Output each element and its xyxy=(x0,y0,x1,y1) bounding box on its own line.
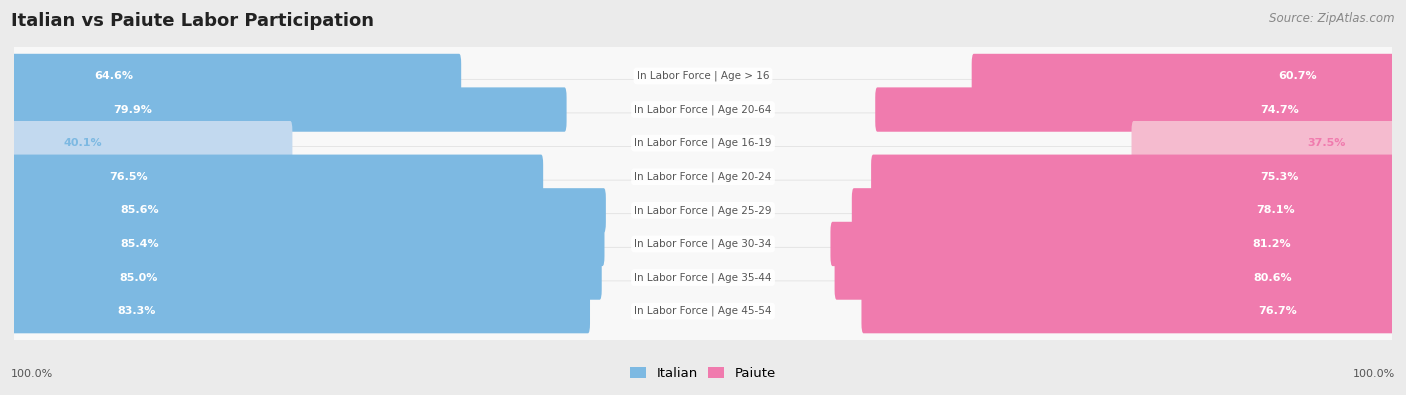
FancyBboxPatch shape xyxy=(11,214,1395,274)
Text: In Labor Force | Age 16-19: In Labor Force | Age 16-19 xyxy=(634,138,772,149)
Text: Italian vs Paiute Labor Participation: Italian vs Paiute Labor Participation xyxy=(11,12,374,30)
FancyBboxPatch shape xyxy=(11,46,1395,106)
FancyBboxPatch shape xyxy=(872,154,1393,199)
Text: 40.1%: 40.1% xyxy=(63,138,103,148)
Text: 100.0%: 100.0% xyxy=(11,369,53,379)
Text: 64.6%: 64.6% xyxy=(94,71,134,81)
Text: In Labor Force | Age 30-34: In Labor Force | Age 30-34 xyxy=(634,239,772,249)
Text: 37.5%: 37.5% xyxy=(1308,138,1346,148)
Text: In Labor Force | Age 45-54: In Labor Force | Age 45-54 xyxy=(634,306,772,316)
FancyBboxPatch shape xyxy=(11,281,1395,341)
Text: 74.7%: 74.7% xyxy=(1261,105,1299,115)
Text: 60.7%: 60.7% xyxy=(1278,71,1316,81)
FancyBboxPatch shape xyxy=(13,154,543,199)
FancyBboxPatch shape xyxy=(972,54,1393,98)
FancyBboxPatch shape xyxy=(862,289,1393,333)
Text: 85.4%: 85.4% xyxy=(120,239,159,249)
FancyBboxPatch shape xyxy=(13,87,567,132)
Text: 81.2%: 81.2% xyxy=(1253,239,1291,249)
FancyBboxPatch shape xyxy=(11,247,1395,308)
Text: 76.5%: 76.5% xyxy=(108,172,148,182)
Text: In Labor Force | Age > 16: In Labor Force | Age > 16 xyxy=(637,71,769,81)
FancyBboxPatch shape xyxy=(13,121,292,166)
FancyBboxPatch shape xyxy=(13,289,591,333)
FancyBboxPatch shape xyxy=(13,54,461,98)
Text: 100.0%: 100.0% xyxy=(1353,369,1395,379)
FancyBboxPatch shape xyxy=(13,188,606,233)
Text: 78.1%: 78.1% xyxy=(1257,205,1295,215)
Text: In Labor Force | Age 20-64: In Labor Force | Age 20-64 xyxy=(634,104,772,115)
Text: 85.0%: 85.0% xyxy=(120,273,157,282)
FancyBboxPatch shape xyxy=(11,180,1395,241)
Text: 85.6%: 85.6% xyxy=(120,205,159,215)
FancyBboxPatch shape xyxy=(852,188,1393,233)
Text: 76.7%: 76.7% xyxy=(1258,306,1296,316)
Text: 80.6%: 80.6% xyxy=(1253,273,1292,282)
Text: In Labor Force | Age 20-24: In Labor Force | Age 20-24 xyxy=(634,171,772,182)
Text: In Labor Force | Age 35-44: In Labor Force | Age 35-44 xyxy=(634,272,772,283)
FancyBboxPatch shape xyxy=(11,147,1395,207)
FancyBboxPatch shape xyxy=(875,87,1393,132)
FancyBboxPatch shape xyxy=(11,79,1395,140)
Text: 79.9%: 79.9% xyxy=(112,105,152,115)
FancyBboxPatch shape xyxy=(1132,121,1393,166)
Text: In Labor Force | Age 25-29: In Labor Force | Age 25-29 xyxy=(634,205,772,216)
FancyBboxPatch shape xyxy=(831,222,1393,266)
FancyBboxPatch shape xyxy=(11,113,1395,173)
Text: 83.3%: 83.3% xyxy=(117,306,156,316)
Text: 75.3%: 75.3% xyxy=(1260,172,1299,182)
FancyBboxPatch shape xyxy=(13,256,602,300)
FancyBboxPatch shape xyxy=(835,256,1393,300)
FancyBboxPatch shape xyxy=(13,222,605,266)
Legend: Italian, Paiute: Italian, Paiute xyxy=(624,362,782,386)
Text: Source: ZipAtlas.com: Source: ZipAtlas.com xyxy=(1270,12,1395,25)
